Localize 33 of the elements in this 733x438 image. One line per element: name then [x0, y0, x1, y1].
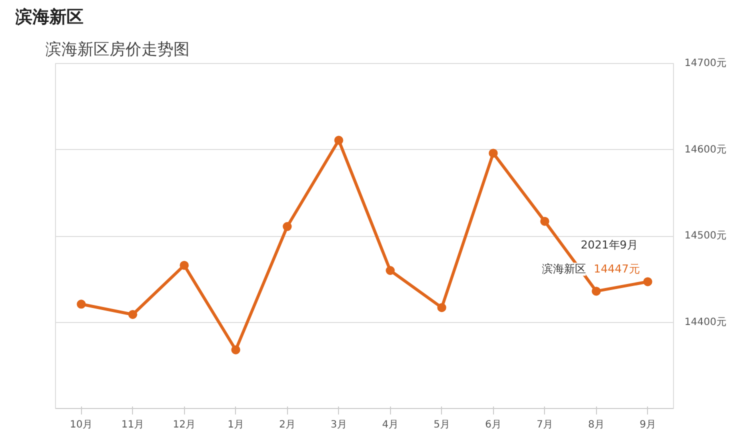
series-label: 滨海新区 [542, 262, 586, 276]
chart-subtitle: 滨海新区房价走势图 [46, 40, 190, 58]
x-tick-label: 3月 [330, 420, 347, 430]
x-tick-label: 2月 [279, 420, 296, 430]
x-tick-label: 8月 [588, 420, 604, 430]
x-tick-label: 1月 [228, 420, 244, 430]
annotation: 2021年9月 [580, 238, 638, 252]
data-label: 14447元 [594, 262, 640, 276]
point [488, 148, 498, 158]
chart-title: 滨海新区 [14, 8, 84, 28]
point [334, 136, 344, 145]
x-tick-label: 9月 [640, 420, 656, 430]
point [128, 310, 138, 319]
x-tick-label: 4月 [382, 420, 398, 430]
y-tick-label: 14600元 [684, 144, 726, 156]
x-tick-label: 11月 [121, 420, 144, 430]
point [386, 266, 395, 275]
point [76, 300, 86, 309]
point [180, 260, 189, 270]
y-tick-label: 14700元 [684, 58, 726, 69]
x-tick-label: 10月 [70, 420, 93, 430]
y-tick-label: 14500元 [684, 230, 726, 242]
point [282, 222, 292, 232]
x-tick-label: 7月 [536, 420, 553, 430]
point [540, 216, 550, 226]
point [437, 303, 446, 312]
y-tick-label: 14400元 [684, 316, 726, 328]
point [592, 286, 601, 296]
x-tick-label: 5月 [434, 420, 450, 430]
point [231, 345, 240, 354]
point [643, 277, 652, 286]
x-tick-label: 6月 [485, 420, 502, 430]
x-tick-label: 12月 [172, 420, 196, 430]
